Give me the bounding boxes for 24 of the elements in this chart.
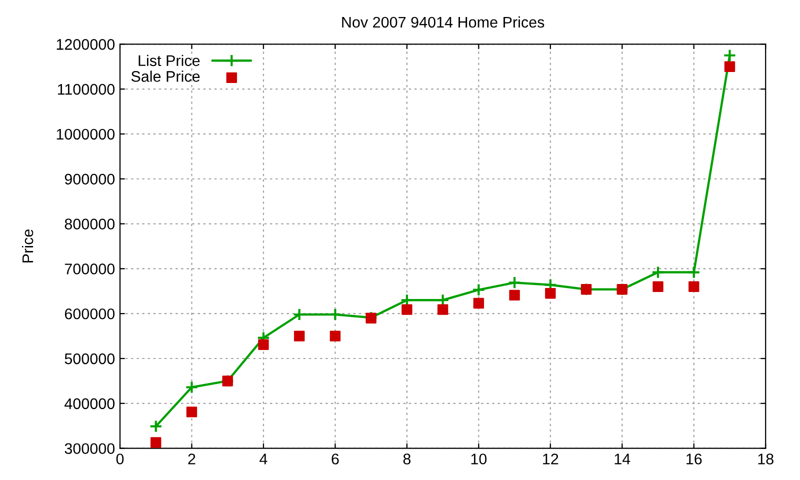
y-tick-label: 500000: [64, 353, 115, 364]
legend-label: Sale Price: [131, 70, 200, 82]
x-tick-label: 10: [471, 454, 487, 464]
x-tick-label: 0: [116, 454, 124, 464]
x-tick-label: 6: [332, 454, 339, 464]
x-tick-label: 8: [403, 454, 411, 464]
y-tick-label: 300000: [64, 443, 115, 454]
x-tick-label: 16: [686, 454, 702, 464]
y-tick-label: 400000: [64, 398, 115, 410]
x-tick-label: 2: [188, 454, 196, 464]
chart-title: Nov 2007 94014 Home Prices: [342, 16, 544, 28]
legend-label: List Price: [138, 54, 200, 66]
x-tick-label: 14: [614, 454, 630, 464]
x-tick-label: 4: [260, 454, 268, 464]
y-tick-label: 900000: [64, 174, 115, 185]
y-tick-label: 1200000: [56, 39, 115, 50]
y-tick-label: 1000000: [56, 128, 115, 140]
y-tick-label: 600000: [64, 308, 115, 320]
y-axis-title: Price: [22, 230, 34, 262]
x-tick-label: 18: [758, 454, 774, 464]
x-tick-label: 12: [543, 454, 558, 464]
y-tick-label: 1100000: [58, 84, 115, 95]
y-tick-label: 700000: [64, 264, 115, 274]
y-tick-label: 800000: [64, 218, 115, 230]
